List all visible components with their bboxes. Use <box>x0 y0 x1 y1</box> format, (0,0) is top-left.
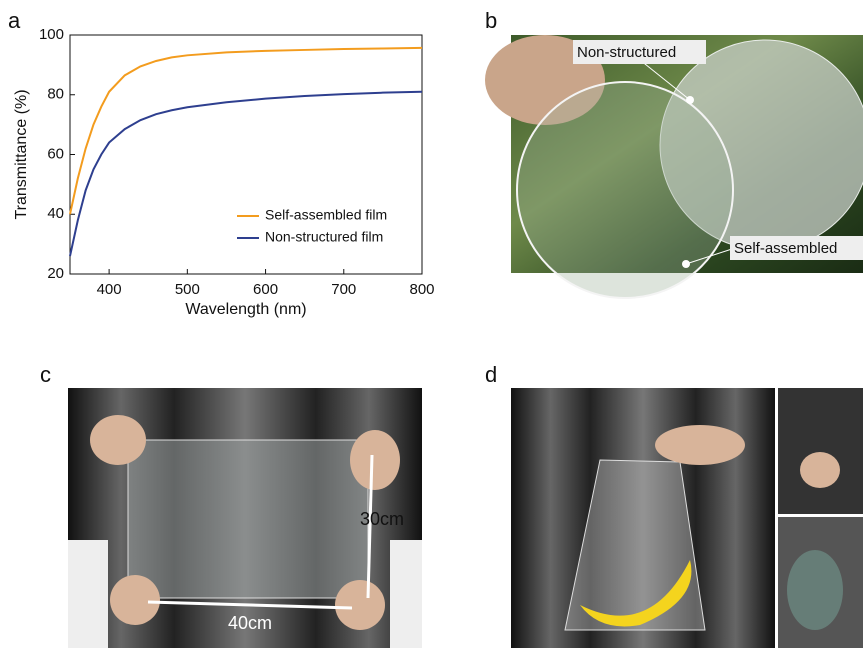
y-tick-label: 80 <box>47 86 64 103</box>
figure: a b c d Non-structured Self-assembled 30… <box>0 0 863 648</box>
y-tick-label: 20 <box>47 265 64 282</box>
panel-label: b <box>485 8 497 33</box>
y-axis-label: Transmittance (%) <box>13 89 30 219</box>
photo-annotation: Non-structured <box>577 44 676 61</box>
legend-label: Non-structured film <box>265 229 383 245</box>
photo-b: Non-structured Self-assembled <box>485 35 863 298</box>
x-tick-label: 800 <box>409 281 434 298</box>
photo-c: 30cm 40cm <box>68 388 422 648</box>
photo-annotation: Self-assembled <box>734 240 837 257</box>
y-tick-label: 100 <box>39 26 64 43</box>
y-tick-label: 40 <box>47 205 64 222</box>
panel-label: d <box>485 362 497 387</box>
y-tick-label: 60 <box>47 145 64 162</box>
x-tick-label: 700 <box>331 281 356 298</box>
x-tick-label: 500 <box>175 281 200 298</box>
legend-label: Self-assembled film <box>265 207 387 223</box>
x-tick-label: 600 <box>253 281 278 298</box>
x-axis-label: Wavelength (nm) <box>185 301 306 318</box>
x-tick-label: 400 <box>97 281 122 298</box>
page: a b c d Non-structured Self-assembled 30… <box>0 0 863 648</box>
photo-d <box>511 388 863 648</box>
photo-annotation: 40cm <box>228 613 272 633</box>
photo-annotation: 30cm <box>360 509 404 529</box>
panel-label: a <box>8 8 21 33</box>
panel-label: c <box>40 362 51 387</box>
